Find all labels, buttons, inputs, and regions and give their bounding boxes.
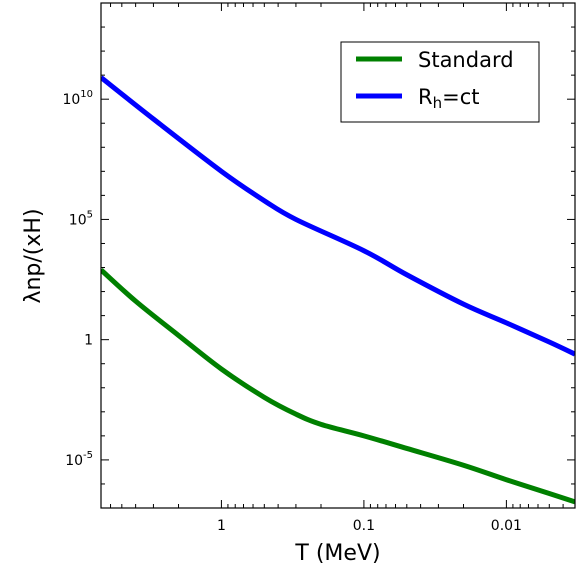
legend-label-rhct: Rh=ct — [418, 85, 480, 112]
y-tick-label: 1 — [84, 333, 93, 349]
y-axis-title: λnp/(xH) — [21, 208, 46, 303]
x-tick-label: 1 — [217, 518, 226, 534]
x-tick-label: 0.1 — [353, 518, 375, 534]
plot-frame — [100, 2, 576, 509]
series-line-rhct — [101, 75, 575, 357]
x-axis-title: T (MeV) — [294, 541, 380, 566]
series-layer — [101, 75, 575, 505]
legend-box — [340, 41, 540, 123]
legend-label-standard: Standard — [418, 48, 514, 72]
legend: Standard Rh=ct — [340, 41, 540, 123]
series-line-standard — [101, 267, 575, 505]
x-tick-label: 0.01 — [491, 518, 522, 534]
